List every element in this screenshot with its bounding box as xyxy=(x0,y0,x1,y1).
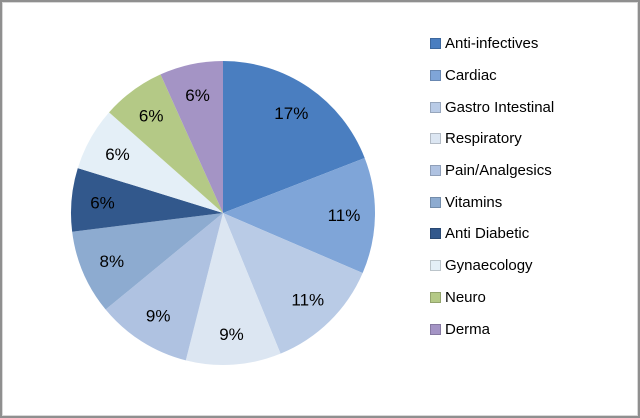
legend-swatch-pain-analgesics xyxy=(430,165,441,177)
pie-slice-respiratory xyxy=(185,213,281,365)
pie-label-vitamins: 8% xyxy=(100,252,125,271)
legend-swatch-gastro-intestinal xyxy=(430,101,441,113)
pie-slice-anti-diabetic xyxy=(71,168,223,232)
pie-slice-pain-analgesics xyxy=(105,213,223,361)
legend-swatch-neuro xyxy=(430,291,441,303)
legend: Anti-infectives Cardiac Gastro Intestinal R… xyxy=(430,28,554,345)
pie-label-neuro: 6% xyxy=(139,107,164,126)
legend-swatch-anti-infectives xyxy=(430,38,441,50)
legend-label-gastro-intestinal: Gastro Intestinal xyxy=(445,98,555,116)
legend-item-gastro-intestinal: Gastro Intestinal xyxy=(430,91,554,123)
pie-slice-gynaecology xyxy=(77,112,223,213)
legend-item-gynaecology: Gynaecology xyxy=(430,250,554,282)
legend-label-neuro: Neuro xyxy=(445,288,486,306)
legend-label-derma: Derma xyxy=(445,320,491,338)
legend-label-vitamins: Vitamins xyxy=(445,193,503,211)
legend-item-vitamins: Vitamins xyxy=(430,186,554,218)
legend-swatch-vitamins xyxy=(430,196,441,208)
legend-label-cardiac: Cardiac xyxy=(445,67,497,85)
legend-item-neuro: Neuro xyxy=(430,282,554,314)
legend-swatch-anti-diabetic xyxy=(430,228,441,240)
pie-label-gynaecology: 6% xyxy=(105,145,130,164)
legend-label-respiratory: Respiratory xyxy=(445,130,522,148)
pie-label-anti-diabetic: 6% xyxy=(90,193,115,212)
pie-label-anti-infectives: 17% xyxy=(274,104,308,123)
pie-slice-cardiac xyxy=(223,157,376,274)
legend-label-gynaecology: Gynaecology xyxy=(445,257,533,275)
legend-swatch-respiratory xyxy=(430,133,441,145)
pie-slice-gastro-intestinal xyxy=(223,213,363,354)
legend-item-derma: Derma xyxy=(430,313,554,345)
pie-label-cardiac: 11% xyxy=(328,206,361,225)
pie-chart: 17% 11% 11% 9% 9% 8% 6% 6% 6% 6% xyxy=(71,61,376,365)
legend-item-pain-analgesics: Pain/Analgesics xyxy=(430,155,554,187)
legend-item-anti-diabetic: Anti Diabetic xyxy=(430,218,554,250)
pie-plot-area: 17% 11% 11% 9% 9% 8% 6% 6% 6% 6% xyxy=(2,2,422,416)
legend-swatch-gynaecology xyxy=(430,260,441,272)
legend-label-anti-infectives: Anti-infectives xyxy=(445,35,539,53)
legend-item-anti-infectives: Anti-infectives xyxy=(430,28,554,60)
legend-label-anti-diabetic: Anti Diabetic xyxy=(445,225,530,243)
legend-item-respiratory: Respiratory xyxy=(430,123,554,155)
pie-label-respiratory: 9% xyxy=(219,325,244,344)
pie-label-derma: 6% xyxy=(185,86,210,105)
pie-slice-neuro xyxy=(109,74,223,214)
pie-slice-derma xyxy=(160,61,223,213)
legend-item-cardiac: Cardiac xyxy=(430,60,554,92)
legend-label-pain-analgesics: Pain/Analgesics xyxy=(445,162,552,180)
pie-slice-vitamins xyxy=(72,213,223,310)
legend-swatch-cardiac xyxy=(430,70,441,82)
pie-label-gastro-intestinal: 11% xyxy=(291,290,324,309)
pie-slice-anti-infectives xyxy=(223,61,365,213)
legend-swatch-derma xyxy=(430,323,441,335)
pie-label-pain-analgesics: 9% xyxy=(146,306,171,325)
